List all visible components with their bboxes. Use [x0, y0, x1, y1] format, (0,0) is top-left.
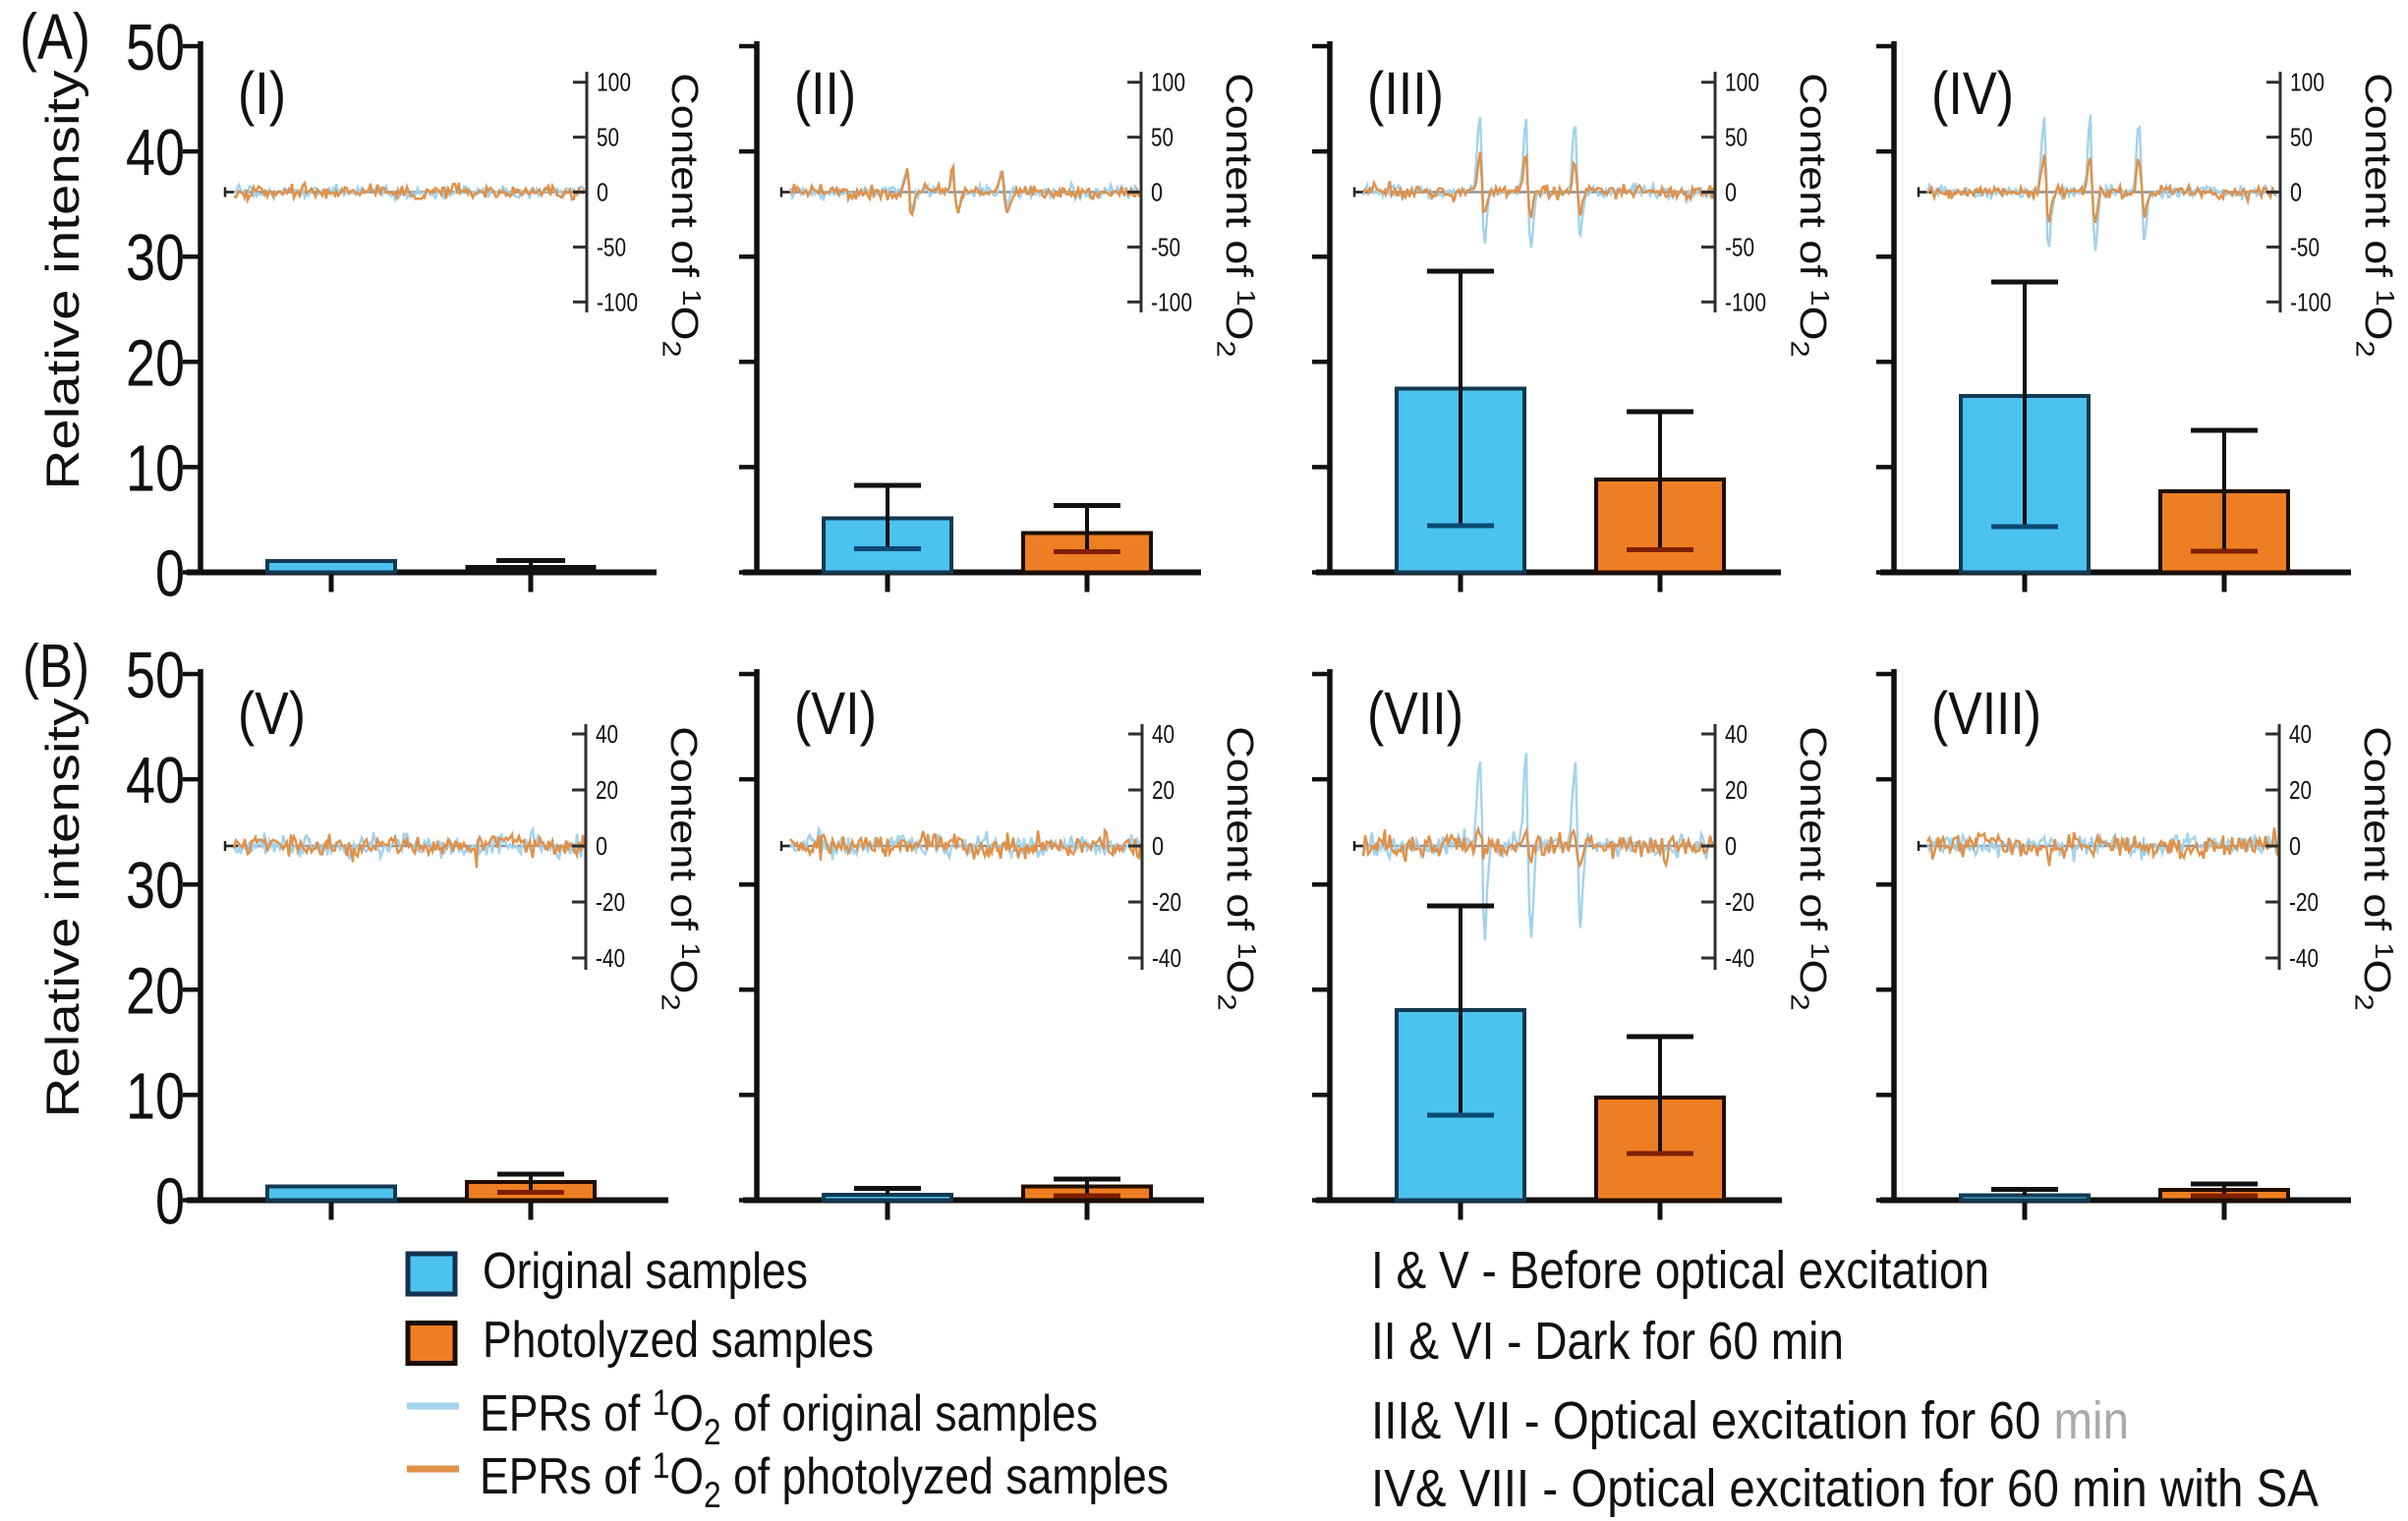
svg-text:40: 40 [1725, 719, 1748, 749]
svg-text:(III): (III) [1367, 60, 1444, 127]
svg-text:Content of 1O2: Content of 1O2 [656, 726, 706, 1011]
svg-text:50: 50 [2290, 123, 2313, 152]
svg-text:-50: -50 [1151, 232, 1180, 261]
svg-text:III& VII - Optical excitation: III& VII - Optical excitation for 60 min [1371, 1391, 2129, 1450]
svg-text:10: 10 [126, 431, 185, 505]
svg-text:100: 100 [597, 68, 631, 97]
svg-text:II & VI - Dark for 60 min: II & VI - Dark for 60 min [1371, 1312, 1844, 1371]
svg-text:EPRs of 1O2 of photolyzed samp: EPRs of 1O2 of photolyzed samples [480, 1445, 1169, 1515]
svg-text:-20: -20 [1725, 887, 1754, 917]
svg-text:Relative intensity: Relative intensity [37, 698, 89, 1117]
svg-text:40: 40 [126, 116, 185, 190]
svg-text:Content of 1O2: Content of 1O2 [657, 73, 707, 358]
svg-text:-40: -40 [2289, 943, 2319, 973]
svg-text:-50: -50 [2290, 232, 2320, 261]
svg-text:-20: -20 [1152, 887, 1181, 917]
svg-text:100: 100 [2290, 68, 2324, 97]
svg-text:Content of 1O2: Content of 1O2 [1785, 726, 1835, 1011]
svg-text:100: 100 [1725, 68, 1759, 97]
svg-text:-100: -100 [2290, 287, 2331, 316]
svg-text:Content of 1O2: Content of 1O2 [2350, 73, 2400, 358]
svg-text:50: 50 [597, 123, 619, 152]
svg-text:(VI): (VI) [794, 680, 877, 747]
svg-text:(VIII): (VIII) [1931, 680, 2041, 747]
svg-text:40: 40 [596, 719, 618, 749]
svg-text:(A): (A) [20, 0, 90, 73]
svg-text:(II): (II) [794, 60, 856, 127]
svg-text:40: 40 [2289, 719, 2312, 749]
svg-text:50: 50 [126, 639, 185, 712]
svg-text:40: 40 [1152, 719, 1175, 749]
svg-text:0: 0 [2289, 831, 2301, 861]
svg-text:IV& VIII - Optical excitation: IV& VIII - Optical excitation for 60 min… [1371, 1459, 2319, 1518]
svg-text:30: 30 [126, 849, 185, 923]
svg-text:40: 40 [126, 744, 185, 817]
svg-text:10: 10 [126, 1059, 185, 1133]
svg-text:0: 0 [596, 831, 607, 861]
svg-text:20: 20 [126, 954, 185, 1028]
svg-text:(B): (B) [23, 633, 89, 701]
svg-text:-40: -40 [1725, 943, 1754, 973]
svg-text:20: 20 [596, 775, 618, 805]
svg-text:-40: -40 [1152, 943, 1181, 973]
svg-text:50: 50 [126, 11, 185, 84]
svg-text:Relative intensity: Relative intensity [37, 70, 89, 489]
svg-text:Photolyzed samples: Photolyzed samples [483, 1312, 874, 1369]
svg-text:EPRs of 1O2 of original sample: EPRs of 1O2 of original samples [480, 1382, 1098, 1452]
svg-text:20: 20 [1152, 775, 1175, 805]
svg-text:-50: -50 [1725, 232, 1754, 261]
svg-text:20: 20 [2289, 775, 2312, 805]
svg-text:0: 0 [1152, 831, 1164, 861]
svg-text:-40: -40 [596, 943, 625, 973]
svg-text:Content of 1O2: Content of 1O2 [1785, 73, 1835, 358]
svg-text:(IV): (IV) [1931, 60, 2014, 127]
svg-text:-100: -100 [1725, 287, 1766, 316]
svg-text:0: 0 [155, 537, 185, 611]
svg-text:50: 50 [1151, 123, 1174, 152]
svg-text:0: 0 [155, 1165, 185, 1239]
svg-text:0: 0 [597, 178, 608, 207]
svg-text:(V): (V) [238, 680, 306, 747]
svg-text:(VII): (VII) [1367, 680, 1463, 747]
svg-text:100: 100 [1151, 68, 1185, 97]
svg-text:0: 0 [1151, 178, 1163, 207]
svg-text:-50: -50 [597, 232, 626, 261]
svg-text:-20: -20 [2289, 887, 2319, 917]
svg-text:-100: -100 [1151, 287, 1192, 316]
svg-text:30: 30 [126, 221, 185, 295]
svg-text:Content of 1O2: Content of 1O2 [1212, 726, 1262, 1011]
svg-text:-100: -100 [597, 287, 638, 316]
svg-text:-20: -20 [596, 887, 625, 917]
svg-text:Original samples: Original samples [483, 1243, 808, 1300]
svg-text:(I): (I) [238, 60, 286, 127]
svg-text:Content of 1O2: Content of 1O2 [1211, 73, 1261, 358]
svg-text:0: 0 [1725, 178, 1737, 207]
svg-text:20: 20 [126, 326, 185, 400]
svg-text:50: 50 [1725, 123, 1748, 152]
svg-text:0: 0 [1725, 831, 1737, 861]
svg-text:0: 0 [2290, 178, 2302, 207]
svg-text:20: 20 [1725, 775, 1748, 805]
svg-text:I & V - Before optical excitat: I & V - Before optical excitation [1371, 1241, 1989, 1300]
svg-text:Content of 1O2: Content of 1O2 [2349, 726, 2399, 1011]
